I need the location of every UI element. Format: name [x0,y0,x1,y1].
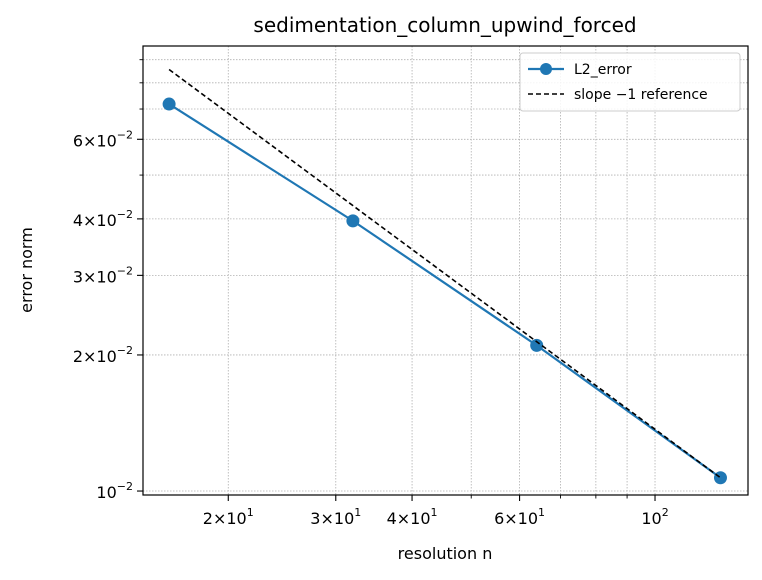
legend-box [519,52,741,112]
y-tick-label: 6×10−2 [73,128,133,150]
legend: L2_error slope −1 reference [519,52,741,112]
ticks: 2×101 3×101 4×101 6×101 102 10−2 2×10−2 3×10−2 4… [73,59,669,528]
l2-error-point [713,471,727,485]
l2-error-line [168,103,722,479]
x-axis-label: resolution n [398,544,493,563]
l2-error-point [530,338,544,352]
chart-title: sedimentation_column_upwind_forced [253,13,636,37]
y-tick-label: 10−2 [96,480,133,502]
x-tick-label: 4×101 [387,506,438,528]
legend-l2-marker [540,63,552,75]
legend-ref-label: slope −1 reference [574,87,708,103]
y-tick-label: 3×10−2 [73,264,133,286]
y-tick-label: 4×10−2 [73,208,133,230]
reference-line [168,68,721,479]
l2-error-point [346,214,360,228]
legend-l2-label: L2_error [574,62,632,78]
x-tick-label: 3×101 [310,506,361,528]
y-axis-label: error norm [17,227,36,313]
series-layer [162,68,727,485]
l2-error-point [162,97,176,111]
x-tick-label: 2×101 [203,506,254,528]
y-tick-label: 2×10−2 [73,344,133,366]
x-tick-label: 102 [641,506,668,528]
x-tick-label: 6×101 [494,506,545,528]
axes-frame [142,45,749,496]
